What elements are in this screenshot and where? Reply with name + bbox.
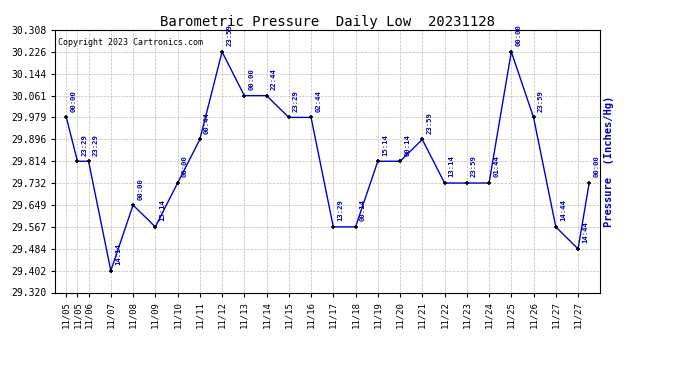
Y-axis label: Pressure  (Inches/Hg): Pressure (Inches/Hg) [604,96,615,227]
Text: 23:59: 23:59 [226,24,233,46]
Point [195,136,206,142]
Text: 02:44: 02:44 [315,90,322,112]
Point [328,224,339,230]
Point [172,180,183,186]
Text: 00:00: 00:00 [181,156,188,177]
Point [61,114,72,120]
Text: 13:14: 13:14 [448,156,455,177]
Text: 00:00: 00:00 [137,178,144,200]
Point [261,93,272,99]
Text: 00:00: 00:00 [515,24,522,46]
Text: 14:14: 14:14 [115,243,121,265]
Title: Barometric Pressure  Daily Low  20231128: Barometric Pressure Daily Low 20231128 [160,15,495,29]
Text: 23:29: 23:29 [293,90,299,112]
Point [462,180,473,186]
Text: 23:29: 23:29 [81,134,88,156]
Text: 14:44: 14:44 [560,200,566,221]
Text: 00:00: 00:00 [70,90,77,112]
Text: 00:44: 00:44 [204,112,210,134]
Text: 00:14: 00:14 [404,134,411,156]
Point [395,158,406,164]
Point [239,93,250,99]
Point [306,114,317,120]
Point [150,224,161,230]
Point [350,224,361,230]
Point [128,202,139,208]
Text: 15:14: 15:14 [382,134,388,156]
Text: 00:00: 00:00 [248,68,255,90]
Text: 23:59: 23:59 [426,112,433,134]
Point [284,114,295,120]
Text: 15:14: 15:14 [159,200,166,221]
Text: 22:44: 22:44 [270,68,277,90]
Text: Copyright 2023 Cartronics.com: Copyright 2023 Cartronics.com [58,38,203,47]
Text: 23:29: 23:29 [92,134,99,156]
Point [373,158,384,164]
Text: 01:44: 01:44 [493,156,500,177]
Point [528,114,539,120]
Text: 23:59: 23:59 [471,156,477,177]
Point [417,136,428,142]
Text: 00:00: 00:00 [593,156,600,177]
Point [83,158,94,164]
Point [217,49,228,55]
Point [484,180,495,186]
Text: 14:44: 14:44 [582,222,588,243]
Point [573,246,584,252]
Point [506,49,517,55]
Point [106,268,117,274]
Text: 13:29: 13:29 [337,200,344,221]
Text: 23:59: 23:59 [538,90,544,112]
Text: 00:14: 00:14 [359,200,366,221]
Point [551,224,562,230]
Point [72,158,83,164]
Point [439,180,450,186]
Point [584,180,595,186]
